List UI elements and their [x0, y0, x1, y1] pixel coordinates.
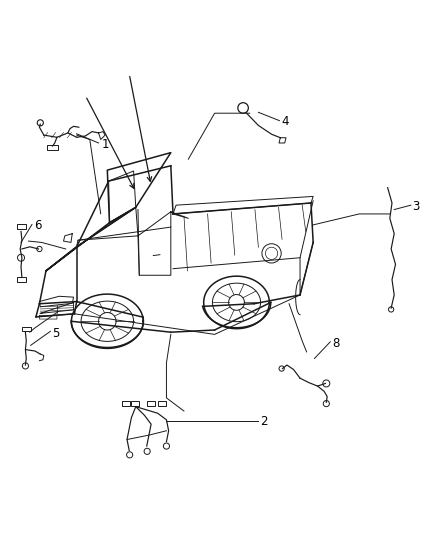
Text: 3: 3	[412, 199, 419, 213]
Text: 4: 4	[282, 116, 289, 128]
Bar	[47, 145, 58, 150]
Bar	[122, 401, 130, 406]
Bar	[17, 277, 26, 282]
Bar	[22, 327, 31, 331]
Text: 6: 6	[34, 219, 41, 232]
Bar	[131, 401, 139, 406]
Text: 2: 2	[261, 416, 268, 429]
Bar	[158, 401, 166, 406]
Bar	[17, 224, 26, 229]
Text: 5: 5	[52, 327, 59, 340]
Text: 1: 1	[102, 138, 109, 151]
Text: 8: 8	[332, 337, 339, 350]
Bar	[147, 401, 155, 406]
